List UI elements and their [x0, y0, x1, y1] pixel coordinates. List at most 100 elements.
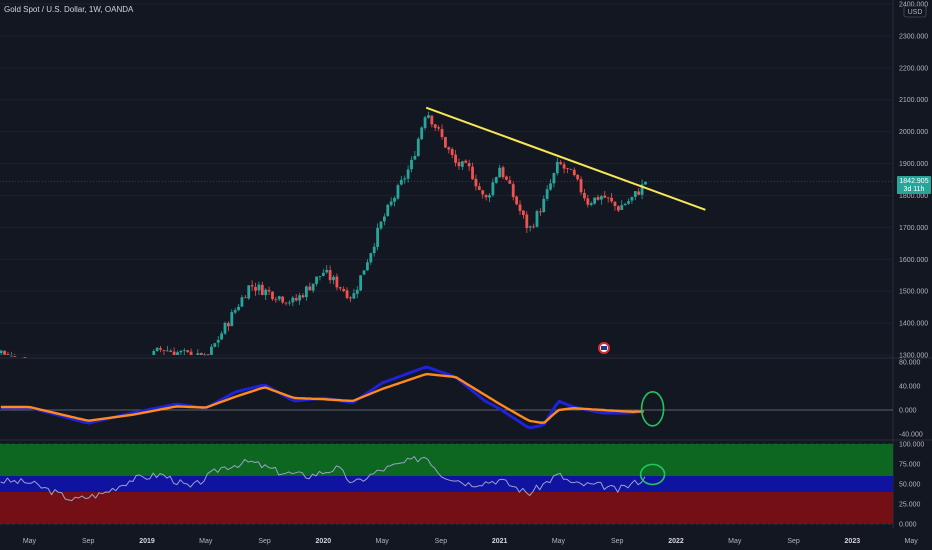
price-candle[interactable]	[321, 268, 325, 277]
price-candle[interactable]	[467, 159, 471, 172]
price-candle[interactable]	[593, 197, 597, 205]
price-candle[interactable]	[505, 175, 508, 181]
price-candle[interactable]	[589, 201, 593, 207]
price-candle[interactable]	[396, 183, 400, 201]
price-candle[interactable]	[623, 202, 627, 206]
price-candle[interactable]	[291, 295, 295, 307]
price-candle[interactable]	[250, 280, 254, 291]
currency-box[interactable]	[903, 5, 927, 18]
price-candle[interactable]	[613, 201, 617, 211]
price-candle[interactable]	[420, 126, 424, 141]
rsi-pane[interactable]	[0, 456, 646, 502]
price-candle[interactable]	[542, 195, 546, 213]
price-candle[interactable]	[240, 294, 244, 308]
price-candle[interactable]	[243, 294, 247, 299]
price-candle[interactable]	[294, 293, 298, 302]
price-candle[interactable]	[226, 321, 230, 332]
price-candle[interactable]	[172, 347, 176, 355]
price-candle[interactable]	[257, 281, 261, 296]
price-candle[interactable]	[430, 115, 434, 128]
price-candle[interactable]	[528, 225, 532, 232]
price-candle[interactable]	[423, 115, 427, 131]
price-candle[interactable]	[427, 111, 430, 119]
price-candle[interactable]	[247, 284, 251, 300]
price-candle[interactable]	[176, 350, 179, 355]
price-candle[interactable]	[169, 348, 173, 353]
price-candle[interactable]	[562, 161, 566, 174]
price-candle[interactable]	[277, 295, 281, 302]
price-candle[interactable]	[637, 187, 641, 196]
price-candle[interactable]	[233, 307, 237, 315]
price-candle[interactable]	[288, 300, 291, 306]
price-candle[interactable]	[254, 282, 257, 296]
price-candle[interactable]	[596, 194, 600, 201]
price-candle[interactable]	[189, 348, 193, 355]
price-candle[interactable]	[369, 252, 373, 265]
price-candle[interactable]	[460, 160, 464, 171]
price-candle[interactable]	[491, 178, 495, 197]
price-candle[interactable]	[433, 123, 437, 131]
price-candle[interactable]	[606, 197, 610, 203]
price-candle[interactable]	[457, 158, 461, 170]
price-candle[interactable]	[498, 164, 502, 178]
price-candle[interactable]	[159, 346, 162, 353]
price-candle[interactable]	[620, 200, 624, 211]
price-candles[interactable]	[0, 111, 647, 358]
price-candle[interactable]	[583, 188, 586, 201]
price-candle[interactable]	[644, 181, 647, 185]
price-candle[interactable]	[454, 150, 457, 167]
price-candle[interactable]	[413, 150, 417, 161]
price-candle[interactable]	[386, 203, 390, 217]
price-candle[interactable]	[538, 208, 542, 216]
price-candle[interactable]	[182, 348, 186, 355]
price-candle[interactable]	[511, 181, 515, 201]
price-candle[interactable]	[477, 182, 481, 191]
price-candle[interactable]	[488, 192, 491, 203]
price-candle[interactable]	[284, 302, 288, 306]
price-candle[interactable]	[579, 176, 583, 195]
price-candle[interactable]	[318, 276, 322, 281]
price-candle[interactable]	[349, 296, 352, 303]
price-candle[interactable]	[569, 168, 573, 170]
price-candle[interactable]	[325, 265, 329, 274]
price-candle[interactable]	[576, 174, 580, 181]
price-candle[interactable]	[382, 213, 386, 226]
price-candle[interactable]	[199, 352, 203, 355]
price-candle[interactable]	[616, 205, 620, 213]
price-candle[interactable]	[610, 193, 613, 204]
price-candle[interactable]	[3, 350, 6, 355]
price-candle[interactable]	[366, 259, 369, 271]
price-candle[interactable]	[274, 296, 278, 303]
price-candle[interactable]	[213, 342, 217, 348]
price-candle[interactable]	[162, 349, 166, 355]
price-candle[interactable]	[379, 221, 383, 231]
rsi-line[interactable]	[0, 456, 646, 502]
price-candle[interactable]	[304, 285, 308, 301]
price-candle[interactable]	[311, 283, 315, 293]
price-candle[interactable]	[260, 281, 264, 296]
macd-pane[interactable]	[0, 365, 645, 430]
trendline-group[interactable]	[425, 106, 706, 211]
price-candle[interactable]	[271, 291, 274, 301]
price-candle[interactable]	[481, 189, 485, 199]
price-candle[interactable]	[186, 349, 190, 353]
price-candle[interactable]	[444, 136, 447, 149]
macd-signal-line[interactable]	[0, 372, 644, 424]
price-candle[interactable]	[152, 349, 156, 355]
price-candle[interactable]	[210, 343, 213, 355]
trendline[interactable]	[425, 106, 706, 211]
price-candle[interactable]	[525, 211, 529, 234]
price-candle[interactable]	[335, 273, 339, 291]
price-candle[interactable]	[216, 336, 220, 348]
price-candle[interactable]	[532, 223, 535, 229]
price-candle[interactable]	[223, 321, 227, 335]
price-candle[interactable]	[393, 196, 396, 207]
price-candle[interactable]	[376, 223, 379, 251]
price-candle[interactable]	[9, 351, 13, 357]
price-candle[interactable]	[230, 309, 234, 327]
price-candle[interactable]	[471, 162, 474, 180]
currency-label[interactable]: USD	[908, 9, 923, 16]
price-candle[interactable]	[308, 282, 312, 291]
price-candle[interactable]	[372, 243, 376, 257]
price-candle[interactable]	[572, 167, 576, 177]
